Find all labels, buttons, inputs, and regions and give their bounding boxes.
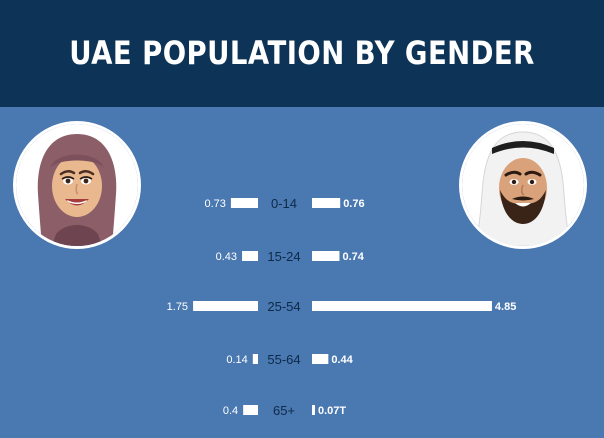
female-value-label: 0.4 [223, 405, 238, 417]
age-group-label: 65+ [273, 403, 295, 418]
male-bar [312, 354, 329, 364]
age-group-label: 25-54 [267, 299, 300, 314]
female-value-label: 1.75 [167, 301, 188, 313]
female-value-label: 0.43 [216, 251, 237, 263]
male-value-label: 0.44 [331, 354, 353, 366]
female-bar [230, 198, 258, 208]
female-bar [242, 251, 258, 261]
age-group-label: 0-14 [271, 196, 297, 211]
male-value-label: 0.74 [342, 251, 364, 263]
male-bar [312, 405, 315, 415]
male-value-label: 0.07T [318, 405, 346, 417]
woman-hijab-avatar-icon [13, 121, 141, 249]
man-ghutra-avatar-icon [459, 121, 587, 249]
male-value-label: 0.76 [343, 198, 364, 210]
age-group-label: 15-24 [267, 249, 300, 264]
male-bar [312, 198, 341, 208]
age-group-label: 55-64 [267, 352, 300, 367]
page-title: UAE POPULATION BY GENDER [69, 34, 535, 72]
male-bar [312, 251, 340, 261]
title-banner: UAE POPULATION BY GENDER [0, 0, 604, 107]
female-bar [193, 301, 258, 311]
male-bar [312, 301, 492, 311]
female-bar [243, 405, 258, 415]
male-value-label: 4.85 [495, 301, 516, 313]
female-value-label: 0.73 [204, 198, 225, 210]
female-bar [252, 354, 258, 364]
female-value-label: 0.14 [226, 354, 247, 366]
